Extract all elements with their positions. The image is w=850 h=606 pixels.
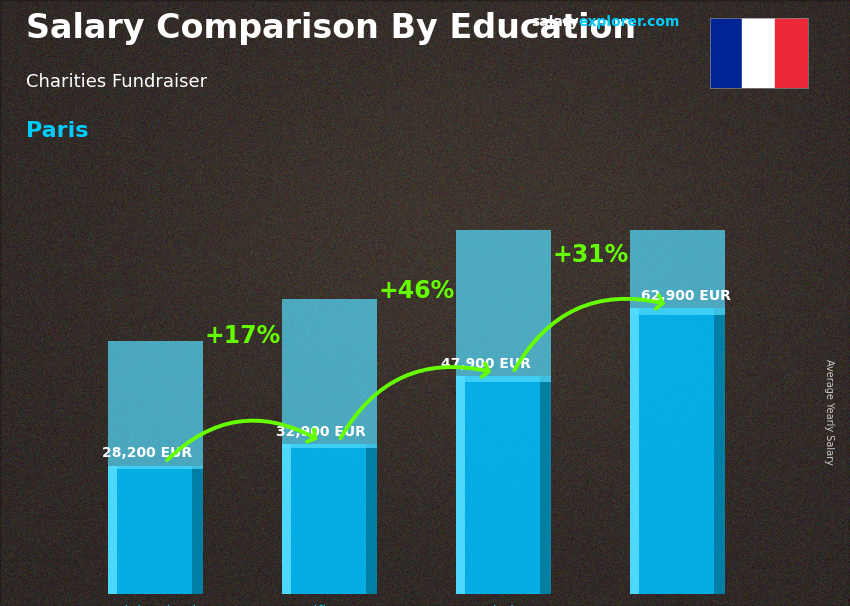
Bar [456, 164, 552, 382]
Bar [108, 465, 203, 594]
Bar [366, 444, 377, 594]
Text: Charities Fundraiser: Charities Fundraiser [26, 73, 207, 91]
Bar [281, 444, 292, 594]
Bar [281, 299, 377, 448]
Text: Average Yearly Salary: Average Yearly Salary [824, 359, 834, 465]
Bar [108, 465, 117, 594]
Bar [456, 376, 552, 594]
Text: 32,900 EUR: 32,900 EUR [276, 425, 366, 439]
Text: salary: salary [531, 15, 579, 29]
Text: explorer.com: explorer.com [578, 15, 679, 29]
Bar [108, 341, 203, 469]
Text: +31%: +31% [552, 242, 629, 267]
Bar [456, 376, 465, 594]
Bar [710, 18, 742, 88]
Text: +17%: +17% [204, 324, 280, 348]
Text: 28,200 EUR: 28,200 EUR [102, 446, 192, 461]
Bar [192, 465, 203, 594]
Text: Salary Comparison By Education: Salary Comparison By Education [26, 12, 636, 45]
Bar [540, 376, 552, 594]
Bar [630, 308, 639, 594]
Text: 62,900 EUR: 62,900 EUR [641, 288, 731, 302]
Bar [630, 308, 725, 594]
Bar [281, 444, 377, 594]
Bar [630, 29, 725, 315]
Bar [742, 18, 775, 88]
Bar [775, 18, 808, 88]
Text: Paris: Paris [26, 121, 88, 141]
Text: 47,900 EUR: 47,900 EUR [441, 357, 531, 371]
Bar [714, 308, 725, 594]
Text: +46%: +46% [378, 279, 455, 303]
